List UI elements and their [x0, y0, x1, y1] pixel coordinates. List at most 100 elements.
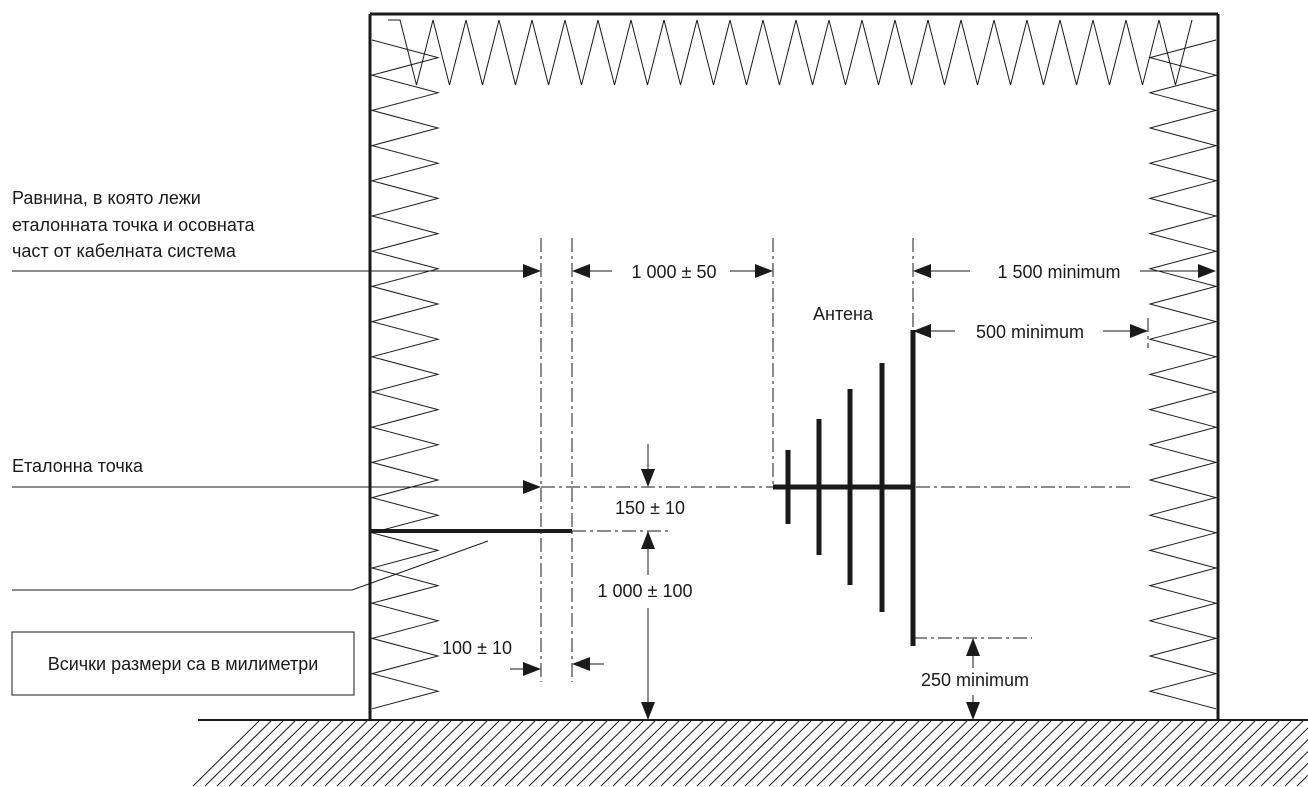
- ground-hatch-line: [708, 720, 776, 787]
- ground-hatch-line: [420, 720, 488, 787]
- ground-hatch-line: [1200, 720, 1268, 787]
- dim-1000-100: 1 000 ± 100: [598, 581, 693, 601]
- ground-hatch-line: [372, 720, 440, 787]
- ground-hatch-line: [1044, 720, 1112, 787]
- ground-hatch-line: [600, 720, 668, 787]
- arrowhead: [572, 264, 590, 278]
- ground-hatch-line: [240, 720, 308, 787]
- ground-hatch-line: [516, 720, 584, 787]
- ground-hatch-line: [288, 720, 356, 787]
- ground-hatch-line: [840, 720, 908, 787]
- dim-500-minimum: 500 minimum: [976, 322, 1084, 342]
- ground-hatch-line: [696, 720, 764, 787]
- arrowhead: [913, 264, 931, 278]
- ground-hatch-line: [432, 720, 500, 787]
- ground-hatch-line: [204, 720, 272, 787]
- ground-hatch-line: [876, 720, 944, 787]
- ground-hatch-line: [360, 720, 428, 787]
- ground-hatch-line: [900, 720, 968, 787]
- ground-hatch-line: [1164, 720, 1232, 787]
- ground-hatch-line: [408, 720, 476, 787]
- leader-harness: [12, 540, 489, 591]
- antenna-label: Антена: [813, 304, 874, 324]
- ground-hatch-line: [1056, 720, 1124, 787]
- ground-hatch-line: [216, 720, 284, 787]
- ground-hatch-line: [1104, 720, 1172, 787]
- ground-hatch-line: [276, 720, 344, 787]
- ground-hatch-line: [1008, 720, 1076, 787]
- plane-label-line-3: част от кабелната система: [12, 241, 237, 261]
- ground-hatch-line: [1212, 720, 1280, 787]
- arrowhead: [641, 531, 655, 549]
- ground-hatch-line: [624, 720, 692, 787]
- ground-hatch-line: [324, 720, 392, 787]
- arrowhead: [1198, 264, 1216, 278]
- ground-hatch-line: [960, 720, 1028, 787]
- ground-hatch-line: [828, 720, 896, 787]
- ground-hatch-line: [984, 720, 1052, 787]
- leader-lines: [12, 270, 524, 591]
- reference-point-label: Еталонна точка: [12, 456, 144, 476]
- ground-hatch-line: [1272, 750, 1308, 787]
- ground-hatch-line: [888, 720, 956, 787]
- ground-hatch-line: [528, 720, 596, 787]
- ground-hatch-line: [1224, 720, 1292, 787]
- dim-1000-50: 1 000 ± 50: [632, 262, 717, 282]
- ground-hatch-line: [384, 720, 452, 787]
- ground-hatch-line: [456, 720, 524, 787]
- ground-hatch-line: [672, 720, 740, 787]
- ground-hatch-line: [492, 720, 560, 787]
- arrowhead: [572, 657, 590, 671]
- arrowhead: [641, 702, 655, 720]
- ground-hatch-line: [648, 720, 716, 787]
- arrowhead: [755, 264, 773, 278]
- ground-hatch-line: [756, 720, 824, 787]
- ground-hatch-line: [444, 720, 512, 787]
- antenna: [773, 330, 916, 646]
- ground-hatch-line: [1092, 720, 1160, 787]
- ground-hatch-line: [1032, 720, 1100, 787]
- absorber-top: [388, 19, 1193, 86]
- ground-hatch-line: [1152, 720, 1220, 787]
- ground-hatch-line: [1248, 727, 1308, 787]
- dimension-lines: [510, 270, 1200, 703]
- ground-hatch-line: [948, 720, 1016, 787]
- ground-hatch-line: [1284, 762, 1308, 787]
- arrowhead: [523, 264, 541, 278]
- dim-250-minimum: 250 minimum: [921, 670, 1029, 690]
- ground-hatch-line: [1140, 720, 1208, 787]
- arrowhead: [523, 662, 541, 676]
- ground-hatch-line: [348, 720, 416, 787]
- ground-hatch-line: [864, 720, 932, 787]
- chamber-walls: [368, 12, 1220, 720]
- ground-hatch-line: [480, 720, 548, 787]
- ground-hatch-line: [1236, 720, 1304, 787]
- arrowhead: [1130, 324, 1148, 338]
- ground-hatch-line: [804, 720, 872, 787]
- ground-hatch-line: [312, 720, 380, 787]
- ground-hatch-line: [552, 720, 620, 787]
- ground-hatch-line: [1080, 720, 1148, 787]
- ground-hatch-line: [660, 720, 728, 787]
- ground-hatch-line: [636, 720, 704, 787]
- plane-label-line-2: еталонната точка и осовната: [12, 215, 255, 235]
- dim-100-10: 100 ± 10: [442, 638, 512, 658]
- arrowhead: [913, 324, 931, 338]
- ground-hatch-line: [684, 720, 752, 787]
- absorber-right: [1148, 39, 1218, 710]
- ground-hatch-line: [768, 720, 836, 787]
- ground-hatch-line: [732, 720, 800, 787]
- ground-hatch-line: [972, 720, 1040, 787]
- ground-hatch-line: [936, 720, 1004, 787]
- ground: [192, 719, 1308, 787]
- ground-hatch-line: [228, 720, 296, 787]
- ground-hatch-line: [468, 720, 536, 787]
- ground-hatch-line: [1020, 720, 1088, 787]
- ground-hatch-line: [912, 720, 980, 787]
- ground-hatching: [192, 720, 1308, 787]
- ground-hatch-line: [1128, 720, 1196, 787]
- ground-hatch-line: [540, 720, 608, 787]
- ground-hatch-line: [336, 720, 404, 787]
- dim-1500-minimum: 1 500 minimum: [997, 262, 1120, 282]
